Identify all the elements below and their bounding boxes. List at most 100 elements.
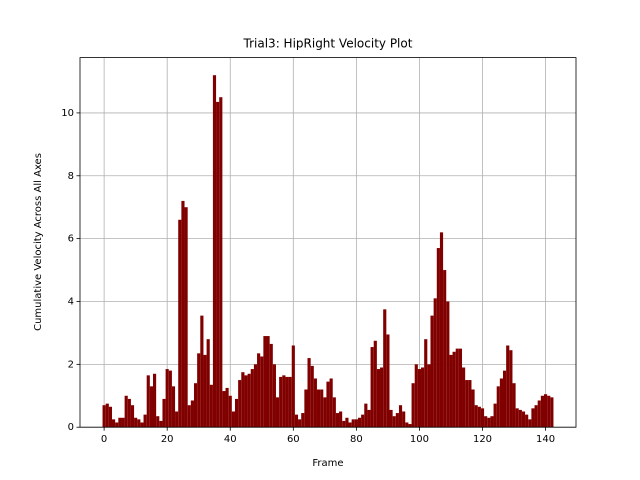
bar	[175, 411, 179, 428]
x-tick-label: 80	[350, 434, 363, 445]
bar	[234, 398, 239, 428]
bar	[159, 420, 163, 428]
bar	[427, 364, 431, 428]
bar	[364, 403, 368, 428]
bar	[298, 419, 302, 428]
bar	[266, 336, 270, 428]
bar	[455, 348, 459, 428]
bar	[253, 364, 258, 428]
bar	[247, 373, 251, 428]
bar	[294, 414, 299, 428]
bar	[421, 367, 425, 428]
bar	[130, 405, 135, 428]
bar	[449, 354, 453, 428]
bar	[310, 365, 314, 428]
bar	[238, 380, 242, 428]
bar	[465, 380, 469, 428]
bar	[398, 405, 403, 428]
bar	[241, 372, 245, 428]
bar	[108, 406, 113, 428]
bar	[493, 403, 497, 428]
bar	[408, 424, 412, 428]
bar	[193, 383, 198, 428]
bar	[373, 340, 377, 428]
bar	[543, 394, 548, 428]
bar	[121, 417, 125, 428]
bar	[540, 395, 544, 428]
bar	[525, 414, 529, 428]
bar	[468, 380, 472, 428]
bar	[345, 417, 349, 428]
x-axis-label: Frame	[312, 458, 343, 469]
bar	[197, 353, 201, 428]
bar	[162, 398, 166, 428]
bar	[537, 400, 541, 428]
bar	[458, 348, 463, 428]
bar	[168, 370, 172, 428]
bar	[257, 353, 261, 428]
bar	[528, 419, 532, 428]
bar	[386, 334, 390, 428]
bar	[499, 378, 504, 428]
bar	[452, 351, 456, 428]
bar	[285, 376, 289, 428]
bar	[134, 417, 138, 428]
bar	[171, 386, 176, 428]
bar	[370, 347, 374, 428]
bar	[329, 378, 333, 428]
bar	[332, 397, 336, 428]
bar	[335, 413, 340, 428]
bar	[231, 411, 235, 428]
bar	[228, 395, 232, 428]
bar	[462, 367, 466, 428]
bar	[301, 413, 305, 428]
x-tick-label: 20	[161, 434, 174, 445]
bar	[149, 386, 153, 428]
bar	[354, 419, 358, 428]
bar	[389, 409, 393, 428]
bar	[436, 248, 440, 428]
x-tick-label: 120	[473, 434, 492, 445]
bar	[140, 422, 144, 428]
bar	[222, 391, 226, 428]
y-tick-label: 10	[61, 108, 74, 119]
bar	[411, 383, 415, 428]
plot-frame	[79, 57, 577, 428]
x-tick-label: 60	[287, 434, 300, 445]
bar	[534, 405, 538, 428]
bar	[446, 301, 450, 428]
bar	[417, 369, 422, 428]
bar	[506, 345, 510, 428]
y-tick-label: 4	[68, 296, 74, 307]
y-axis-label: Cumulative Velocity Across All Axes	[33, 153, 44, 331]
bar	[212, 75, 217, 428]
bar	[503, 370, 507, 428]
bar	[439, 232, 444, 428]
bar	[178, 219, 182, 428]
bar	[383, 309, 387, 428]
bar	[105, 403, 109, 428]
bar	[102, 405, 106, 428]
bar	[326, 381, 330, 428]
bar	[225, 387, 229, 428]
x-tick-label: 140	[536, 434, 555, 445]
bar	[509, 350, 513, 428]
bar	[351, 419, 355, 428]
bar	[361, 414, 365, 428]
bar	[496, 386, 500, 428]
bar	[112, 419, 116, 428]
x-tick-label: 100	[410, 434, 429, 445]
bar	[275, 397, 280, 428]
bar	[474, 405, 478, 428]
chart-title: Trial3: HipRight Velocity Plot	[243, 37, 413, 51]
bar	[190, 400, 194, 428]
bar	[124, 395, 128, 428]
bar	[143, 414, 147, 428]
bar	[272, 364, 276, 428]
bar	[518, 409, 522, 428]
bar	[146, 375, 150, 428]
bar	[219, 97, 223, 428]
bar	[376, 369, 381, 428]
bar	[357, 417, 362, 428]
bar	[480, 408, 485, 428]
